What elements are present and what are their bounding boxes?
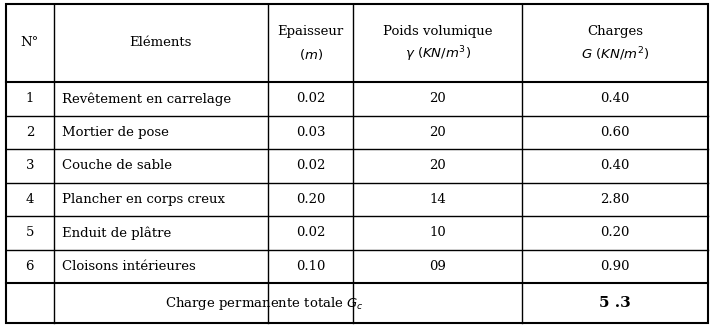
Text: 09: 09 — [429, 260, 446, 273]
Text: 0.20: 0.20 — [600, 226, 630, 239]
Text: Poids volumique: Poids volumique — [383, 26, 493, 39]
Text: 3: 3 — [26, 159, 34, 172]
Text: $\gamma$ $(KN/m^3)$: $\gamma$ $(KN/m^3)$ — [405, 44, 471, 64]
Text: 14: 14 — [429, 193, 446, 206]
Text: 0.02: 0.02 — [296, 226, 326, 239]
Text: 20: 20 — [429, 126, 446, 139]
Text: 0.03: 0.03 — [296, 126, 326, 139]
Text: 0.02: 0.02 — [296, 92, 326, 105]
Text: 20: 20 — [429, 159, 446, 172]
Text: N°: N° — [21, 37, 39, 49]
Text: 2: 2 — [26, 126, 34, 139]
Text: Revêtement en carrelage: Revêtement en carrelage — [61, 92, 231, 106]
Text: 20: 20 — [429, 92, 446, 105]
Text: 5 .3: 5 .3 — [599, 296, 631, 310]
Text: 0.02: 0.02 — [296, 159, 326, 172]
Text: 0.60: 0.60 — [600, 126, 630, 139]
Text: 6: 6 — [26, 260, 34, 273]
Text: Mortier de pose: Mortier de pose — [61, 126, 169, 139]
Text: Plancher en corps creux: Plancher en corps creux — [61, 193, 225, 206]
Text: 10: 10 — [429, 226, 446, 239]
Text: Charge permanente totale $G_c$: Charge permanente totale $G_c$ — [164, 295, 363, 312]
Text: 0.90: 0.90 — [600, 260, 630, 273]
Text: 0.40: 0.40 — [600, 92, 630, 105]
Text: 4: 4 — [26, 193, 34, 206]
Text: 1: 1 — [26, 92, 34, 105]
Text: $G$ $(KN/m^2)$: $G$ $(KN/m^2)$ — [580, 45, 649, 63]
Text: Enduit de plâtre: Enduit de plâtre — [61, 226, 171, 239]
Text: $(m)$: $(m)$ — [298, 46, 323, 61]
Text: Couche de sable: Couche de sable — [61, 159, 172, 172]
Text: 2.80: 2.80 — [600, 193, 630, 206]
Text: Eléments: Eléments — [130, 37, 192, 49]
Text: 0.40: 0.40 — [600, 159, 630, 172]
Text: Charges: Charges — [587, 26, 643, 39]
Text: Epaisseur: Epaisseur — [278, 26, 344, 39]
Text: Cloisons intérieures: Cloisons intérieures — [61, 260, 196, 273]
Text: 0.10: 0.10 — [296, 260, 326, 273]
Text: 5: 5 — [26, 226, 34, 239]
Text: 0.20: 0.20 — [296, 193, 326, 206]
